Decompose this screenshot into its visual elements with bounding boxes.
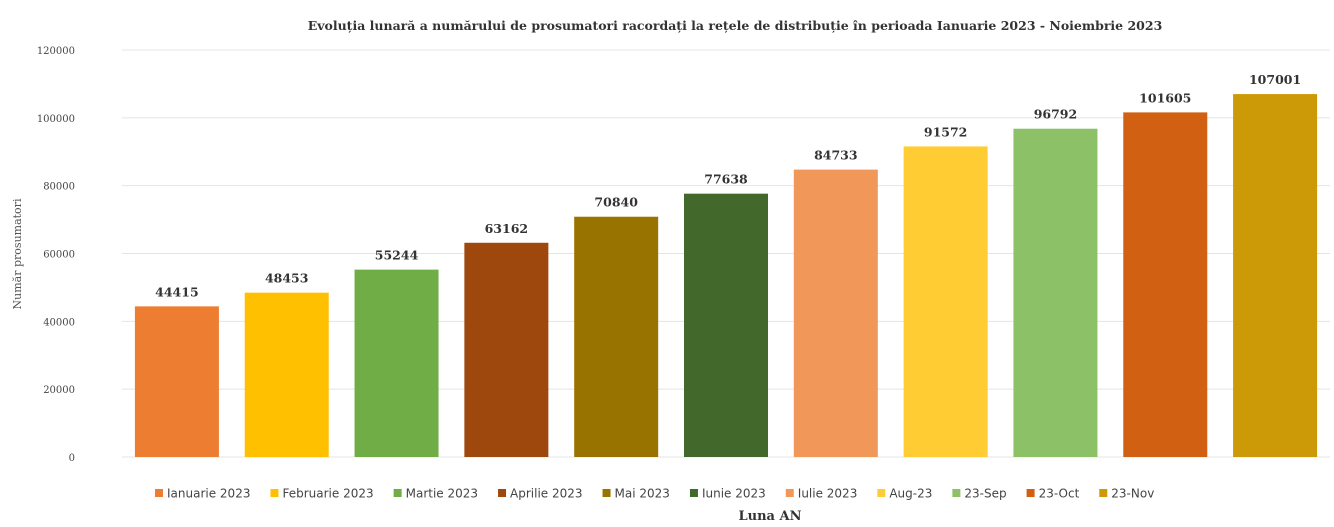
bar-value-label: 96792: [1034, 107, 1078, 122]
legend-swatch: [270, 489, 279, 497]
legend-item-label: Aug-23: [889, 487, 932, 501]
bar-value-label: 44415: [155, 284, 199, 299]
bar-value-label: 107001: [1249, 72, 1301, 87]
bar-value-label: 77638: [704, 172, 748, 187]
legend-swatch: [1026, 489, 1035, 497]
legend-item-label: Mai 2023: [615, 487, 670, 501]
legend-item-label: Iulie 2023: [798, 487, 858, 501]
y-tick-label: 60000: [43, 250, 75, 261]
legend-swatch: [877, 489, 886, 497]
legend-item-label: Aprilie 2023: [510, 487, 583, 501]
bar: [134, 306, 219, 457]
legend-item-label: Ianuarie 2023: [167, 487, 250, 501]
bar: [1013, 128, 1098, 457]
bar: [244, 292, 329, 457]
legend-swatch: [689, 489, 698, 497]
legend-swatch: [952, 489, 961, 497]
legend-item-label: 23-Sep: [964, 487, 1006, 501]
y-tick-label: 40000: [43, 317, 75, 328]
legend-swatch: [498, 489, 507, 497]
bar-value-label: 91572: [924, 124, 968, 139]
bar-value-label: 55244: [375, 248, 419, 263]
legend-swatch: [785, 489, 794, 497]
legend-swatch: [602, 489, 611, 497]
legend-item-label: Iunie 2023: [702, 487, 766, 501]
data-labels: 44415 48453 55244 63162 70840 77638 84733 91572…: [155, 72, 1301, 299]
legend-item-label: Februarie 2023: [282, 487, 373, 501]
bar: [684, 193, 768, 457]
bar-value-label: 70840: [594, 195, 638, 210]
y-tick-label: 100000: [37, 114, 75, 125]
y-tick-label: 120000: [37, 46, 75, 57]
legend-item-label: 23-Oct: [1039, 487, 1080, 501]
legend-swatch: [393, 489, 402, 497]
bar: [1233, 94, 1318, 458]
legend-swatch: [1099, 489, 1108, 497]
bar: [354, 269, 439, 457]
bar-value-label: 84733: [814, 148, 858, 163]
y-axis-ticks: 0 20000 40000 60000 80000 100000 120000: [37, 46, 75, 464]
y-tick-label: 80000: [43, 182, 75, 193]
legend-swatch: [155, 489, 163, 497]
y-axis-label: Număr prosumatori: [11, 198, 24, 309]
bar: [1123, 112, 1208, 457]
bar: [464, 242, 549, 457]
y-tick-label: 0: [69, 453, 75, 464]
y-tick-label: 20000: [43, 385, 75, 396]
bars: [134, 94, 1318, 458]
bar-value-label: 101605: [1139, 90, 1191, 105]
legend: Ianuarie 2023 Februarie 2023 Martie 2023 Ap…: [155, 487, 1154, 501]
bar: [903, 146, 988, 457]
bar-value-label: 63162: [485, 221, 529, 236]
chart-title: Evoluția lunară a numărului de prosumato…: [308, 18, 1163, 33]
bar: [574, 216, 659, 457]
bar-value-label: 48453: [265, 271, 309, 286]
legend-item-label: 23-Nov: [1111, 487, 1154, 501]
legend-item-label: Martie 2023: [406, 487, 478, 501]
x-axis-label: Luna AN: [739, 509, 802, 524]
bar: [793, 169, 878, 458]
